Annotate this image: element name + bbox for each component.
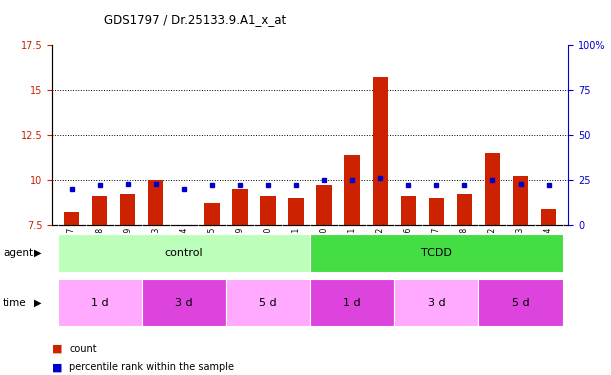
Bar — [120, 194, 136, 225]
Text: ▶: ▶ — [34, 248, 41, 258]
Text: control: control — [164, 248, 203, 258]
Text: ■: ■ — [52, 344, 62, 354]
Text: percentile rank within the sample: percentile rank within the sample — [69, 363, 234, 372]
Text: 5 d: 5 d — [512, 298, 529, 308]
Bar — [57, 234, 310, 272]
Bar — [148, 180, 164, 225]
Bar — [142, 279, 226, 326]
Bar — [401, 196, 416, 225]
Bar — [316, 185, 332, 225]
Bar — [92, 196, 108, 225]
Text: ▶: ▶ — [34, 298, 41, 308]
Bar — [513, 176, 529, 225]
Bar — [310, 234, 563, 272]
Bar — [64, 212, 79, 225]
Bar — [310, 279, 394, 326]
Text: 3 d: 3 d — [175, 298, 192, 308]
Bar — [394, 279, 478, 326]
Text: agent: agent — [3, 248, 33, 258]
Text: ■: ■ — [52, 363, 62, 372]
Bar — [260, 196, 276, 225]
Bar — [478, 279, 563, 326]
Bar — [456, 194, 472, 225]
Text: count: count — [69, 344, 97, 354]
Text: 5 d: 5 d — [259, 298, 277, 308]
Text: 1 d: 1 d — [343, 298, 361, 308]
Bar — [232, 189, 247, 225]
Bar — [226, 279, 310, 326]
Bar — [288, 198, 304, 225]
Bar — [429, 198, 444, 225]
Text: TCDD: TCDD — [421, 248, 452, 258]
Text: GDS1797 / Dr.25133.9.A1_x_at: GDS1797 / Dr.25133.9.A1_x_at — [104, 13, 286, 26]
Bar — [485, 153, 500, 225]
Bar — [541, 209, 556, 225]
Text: 3 d: 3 d — [428, 298, 445, 308]
Bar — [345, 155, 360, 225]
Text: 1 d: 1 d — [91, 298, 108, 308]
Bar — [57, 279, 142, 326]
Bar — [204, 203, 219, 225]
Text: time: time — [3, 298, 27, 308]
Bar — [373, 77, 388, 225]
